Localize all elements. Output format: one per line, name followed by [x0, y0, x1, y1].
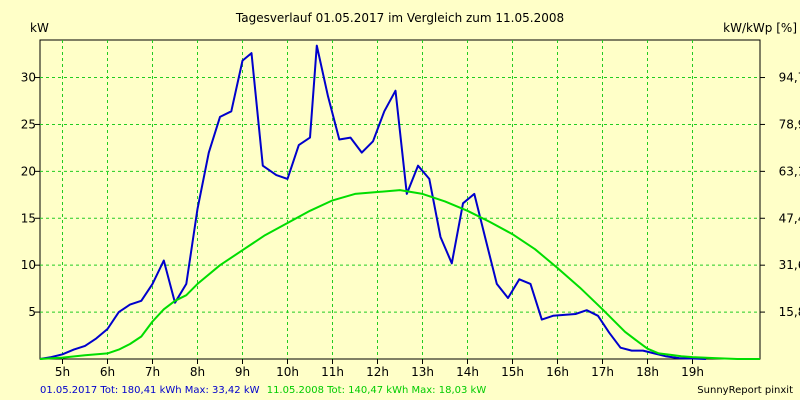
y-tick-label-right: 78,9: [779, 117, 800, 131]
y-tick-label-left: 15: [21, 211, 36, 225]
x-tick-label: 10h: [276, 365, 299, 379]
x-tick-label: 11h: [321, 365, 344, 379]
footer-credit: SunnyReport pinxit: [697, 385, 793, 396]
x-tick-label: 9h: [235, 365, 250, 379]
x-tick-label: 18h: [636, 365, 659, 379]
x-tick-label: 19h: [681, 365, 704, 379]
y-tick-label-left: 25: [21, 117, 36, 131]
x-tick-label: 14h: [456, 365, 479, 379]
tick-layer: 5h 6h 7h 8h 9h 10h 11h 12h 13h 14h 15h 16h 17h 18h 19h…: [21, 71, 800, 379]
x-tick-label: 12h: [366, 365, 389, 379]
x-tick-label: 15h: [501, 365, 524, 379]
chart-title: Tagesverlauf 01.05.2017 im Vergleich zum…: [235, 11, 564, 25]
x-tick-label: 5h: [55, 365, 70, 379]
y-tick-label-right: 47,4: [779, 211, 800, 225]
footer-legend-2017: 01.05.2017 Tot: 180,41 kWh Max: 33,42 kW: [40, 385, 260, 396]
footer-legend: 01.05.2017 Tot: 180,41 kWh Max: 33,42 kW…: [40, 385, 486, 396]
y-tick-label-left: 10: [21, 258, 36, 272]
series-line-11-05-2008: [39, 189, 760, 360]
y-tick-label-right: 15,8: [779, 305, 800, 319]
x-tick-label: 7h: [145, 365, 160, 379]
plot-area: [39, 39, 761, 360]
x-tick-label: 8h: [190, 365, 205, 379]
x-tick-label: 13h: [411, 365, 434, 379]
footer-legend-2008: 11.05.2008 Tot: 140,47 kWh Max: 18,03 kW: [267, 385, 487, 396]
y-tick-label-left: 5: [28, 305, 36, 319]
y-tick-label-left: 20: [21, 164, 36, 178]
y-tick-label-right: 31,6: [779, 258, 800, 272]
series-line-01-05-2017: [39, 44, 707, 360]
y-tick-label-right: 63,1: [779, 164, 800, 178]
y-tick-label-left: 30: [21, 71, 36, 85]
y-tick-label-right: 94,7: [779, 71, 800, 85]
series-layer: [39, 44, 760, 360]
y-axis-label-left: kW: [30, 21, 49, 35]
y-axis-label-right: kW/kWp [%]: [723, 21, 797, 35]
x-tick-label: 17h: [591, 365, 614, 379]
x-tick-label: 16h: [546, 365, 569, 379]
x-tick-label: 6h: [100, 365, 115, 379]
